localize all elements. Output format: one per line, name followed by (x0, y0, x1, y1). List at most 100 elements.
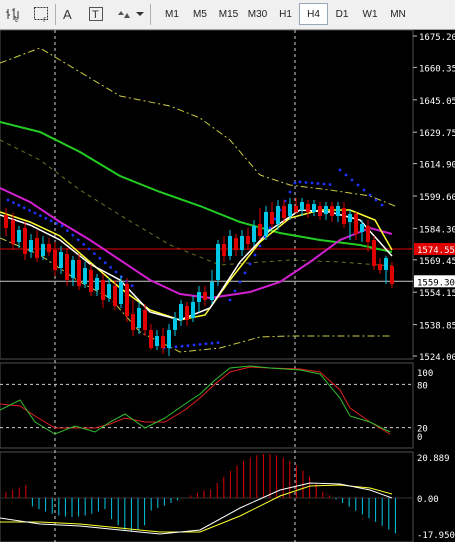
parabolic-sar-dot (356, 183, 360, 187)
ma-slow-green-line (0, 121, 393, 253)
parabolic-sar-dot (243, 271, 247, 275)
parabolic-sar-dot (338, 168, 342, 172)
parabolic-sar-dot (316, 182, 320, 185)
stochastic-axis-label: 80 (417, 381, 428, 391)
parabolic-sar-dot (322, 182, 326, 186)
stochastic-main-line (0, 365, 391, 435)
candle-body (354, 214, 358, 234)
candle-body (173, 318, 177, 330)
candle-body (342, 208, 346, 224)
parabolic-sar-dot (258, 244, 262, 248)
chart-area[interactable]: 1675.20 1660.35 1645.05 1629.75 1614.90 1599.… (0, 30, 455, 542)
candle-body (191, 302, 195, 318)
candle-body (366, 226, 370, 242)
parabolic-sar-dot (210, 341, 214, 345)
timeframe-h4-button[interactable]: H4 (299, 3, 328, 25)
timeframe-mn-button[interactable]: MN (390, 8, 406, 20)
candle-body (210, 282, 214, 300)
timeframe-w1-button[interactable]: W1 (362, 8, 378, 20)
candle-body (125, 284, 129, 316)
candle-body (137, 308, 141, 328)
candle-body (179, 304, 183, 320)
candle-body (119, 282, 123, 304)
parabolic-sar-dot (310, 181, 314, 185)
candle-body (318, 206, 322, 216)
candle-body (294, 206, 298, 212)
candle-body (234, 238, 238, 250)
candle-body (378, 264, 382, 270)
bar-chart-icon[interactable]: E (2, 3, 24, 25)
price-axis-label: 1538.85 (419, 322, 455, 332)
parabolic-sar-dot (298, 180, 302, 184)
timeframe-m30-button[interactable]: M30 (247, 8, 268, 20)
candle-body (306, 204, 310, 212)
candle-body (276, 206, 280, 224)
parabolic-sar-dot (233, 289, 237, 293)
parabolic-sar-dot (268, 226, 272, 230)
candle-body (149, 330, 153, 348)
candle-body (252, 226, 256, 242)
stochastic-panel-frame (0, 362, 414, 449)
candle-body (384, 258, 388, 270)
parabolic-sar-dot (216, 341, 220, 344)
parabolic-sar-dot (228, 298, 232, 302)
candle-body (203, 292, 207, 300)
candle-body (300, 202, 304, 210)
parabolic-sar-dot (98, 256, 102, 260)
candle-body (246, 236, 250, 244)
timeframe-m1-button[interactable]: M1 (165, 8, 179, 20)
grid-icon[interactable]: F (30, 3, 52, 25)
parabolic-sar-dot (344, 173, 348, 177)
parabolic-sar-dot (87, 247, 91, 251)
candle-body (23, 228, 27, 254)
mid-envelope-line (0, 139, 393, 267)
parabolic-sar-dot (368, 193, 372, 197)
parabolic-sar-dot (198, 343, 202, 346)
parabolic-sar-dot (328, 183, 332, 186)
candle-body (222, 244, 226, 256)
candle-body (155, 336, 159, 346)
timeframe-d1-button[interactable]: D1 (335, 8, 349, 20)
parabolic-sar-dot (39, 214, 42, 218)
candle-body (53, 250, 57, 270)
font-icon[interactable]: A (57, 3, 79, 25)
candle-body (348, 214, 352, 222)
ma-mid-magenta-line (0, 187, 393, 300)
candle-body (4, 215, 8, 228)
shapes-icon[interactable] (113, 3, 135, 25)
parabolic-sar-dot (28, 209, 31, 212)
candle-body (324, 206, 328, 214)
timeframe-m5-button[interactable]: M5 (193, 8, 207, 20)
upper-envelope-line (0, 47, 396, 207)
candle-body (101, 280, 105, 300)
price-axis-label: 1599.60 (419, 193, 455, 203)
dropdown-arrow-icon[interactable] (133, 3, 147, 25)
candle-body (258, 224, 262, 236)
candle-body (216, 244, 220, 280)
candle-body (197, 292, 201, 302)
parabolic-sar-dot (288, 190, 292, 194)
price-axis-label: 1584.30 (419, 225, 455, 235)
macd-panel-frame (0, 451, 414, 542)
candle-body (167, 330, 171, 348)
candle-body (390, 266, 394, 284)
candle-body (270, 212, 274, 224)
price-axis-label: 1645.05 (419, 97, 455, 107)
timeframe-h1-button[interactable]: H1 (279, 8, 292, 20)
parabolic-sar-dot (55, 222, 58, 225)
timeframe-m15-button[interactable]: M15 (218, 8, 239, 20)
candle-body (65, 254, 69, 280)
parabolic-sar-dot (103, 261, 107, 265)
svg-text:A: A (63, 7, 72, 22)
parabolic-sar-dot (130, 284, 134, 288)
parabolic-sar-dot (114, 270, 118, 274)
macd-axis-label: 0.00 (417, 495, 439, 505)
text-label-icon[interactable]: T (85, 3, 107, 25)
candle-body (330, 206, 334, 216)
macd-main-line (0, 482, 393, 535)
candle-body (312, 204, 316, 212)
parabolic-sar-dot (248, 262, 252, 266)
candle-body (59, 252, 63, 268)
parabolic-sar-dot (82, 243, 85, 246)
parabolic-sar-dot (76, 238, 80, 242)
